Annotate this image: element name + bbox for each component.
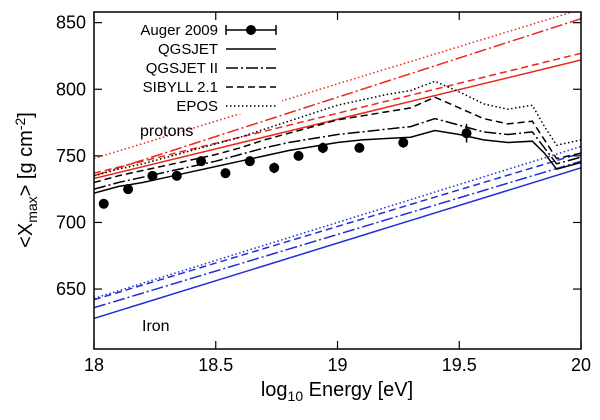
x-tick-label: 20 — [571, 355, 591, 375]
data-point — [294, 151, 304, 161]
data-point — [99, 199, 109, 209]
y-tick-label: 700 — [56, 212, 86, 232]
x-tick-label: 19.5 — [442, 355, 477, 375]
data-point-marker — [147, 171, 157, 181]
x-tick-label: 18.5 — [198, 355, 233, 375]
data-point — [123, 184, 133, 194]
data-point — [172, 171, 182, 181]
y-tick-label: 650 — [56, 279, 86, 299]
x-tick-label: 18 — [84, 355, 104, 375]
data-point — [147, 171, 157, 181]
legend: Auger 2009 QGSJET QGSJET II SIBYLL 2.1 E… — [102, 16, 282, 115]
legend-label-qgsjet: QGSJET — [158, 41, 218, 58]
data-point-marker — [196, 156, 206, 166]
data-point — [245, 156, 255, 166]
data-point-marker — [269, 163, 279, 173]
data-point-marker — [172, 171, 182, 181]
data-point-marker — [245, 156, 255, 166]
data-point-marker — [462, 128, 472, 138]
legend-label-epos: EPOS — [176, 98, 218, 115]
data-point-marker — [123, 184, 133, 194]
legend-label-qgsjet-ii: QGSJET II — [146, 60, 218, 77]
data-point-marker — [99, 199, 109, 209]
protons-annotation: protons — [140, 123, 193, 140]
y-tick-label: 750 — [56, 146, 86, 166]
x-tick-label: 19 — [327, 355, 347, 375]
data-point-marker — [294, 151, 304, 161]
legend-label-auger-2009: Auger 2009 — [140, 22, 218, 39]
data-point — [196, 156, 206, 166]
xmax-vs-energy-chart: Auger 2009 QGSJET QGSJET II SIBYLL 2.1 E… — [0, 0, 600, 420]
y-tick-label: 850 — [56, 13, 86, 33]
data-point — [354, 143, 364, 153]
x-axis-title: log10 Energy [eV] — [261, 379, 413, 404]
y-tick-label: 800 — [56, 79, 86, 99]
data-point-marker — [398, 138, 408, 148]
data-point-marker — [354, 143, 364, 153]
iron-annotation: Iron — [142, 318, 170, 335]
data-point — [220, 168, 230, 178]
y-axis-title: <Xmax> [g cm-2] — [12, 112, 40, 248]
data-point-marker — [318, 143, 328, 153]
legend-label-sibyll: SIBYLL 2.1 — [143, 79, 218, 96]
data-point-marker — [220, 168, 230, 178]
